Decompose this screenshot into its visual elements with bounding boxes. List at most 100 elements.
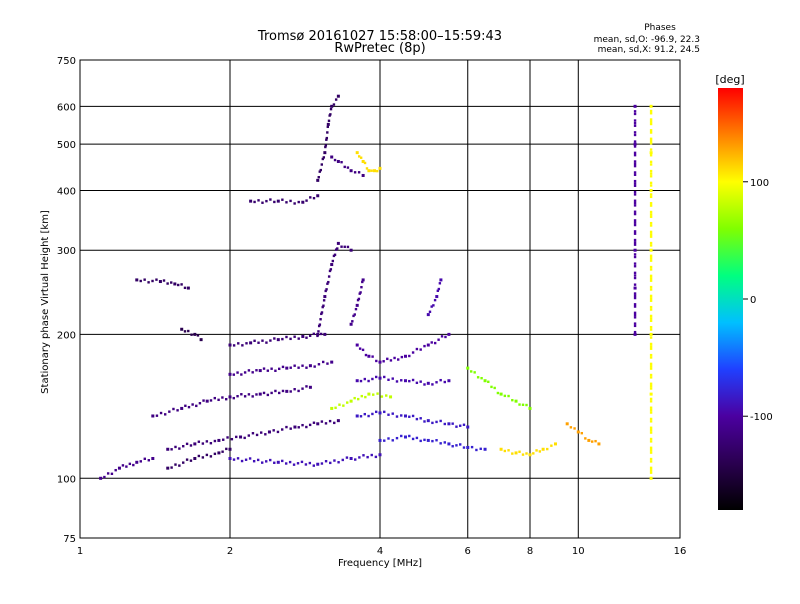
trace-point — [451, 422, 454, 425]
trace-point — [535, 449, 538, 452]
trace-point — [649, 224, 653, 227]
trace-point — [345, 456, 349, 459]
trace-point — [269, 458, 272, 462]
trace-point — [573, 427, 576, 430]
trace-point — [285, 425, 288, 429]
trace-point — [328, 269, 332, 273]
trace-point — [476, 376, 480, 379]
trace-point — [320, 462, 324, 465]
data-point — [316, 332, 320, 336]
trace-point — [297, 366, 300, 369]
trace-point — [256, 458, 260, 462]
trace-point — [232, 373, 235, 376]
trace-point — [265, 341, 268, 344]
trace-point — [209, 399, 213, 402]
trace-point — [371, 412, 374, 416]
trace-point — [411, 437, 415, 441]
trace-point — [649, 328, 653, 331]
trace-point — [289, 390, 292, 393]
trace-point — [189, 459, 193, 462]
trace-point — [281, 389, 285, 393]
trace-point — [649, 265, 653, 269]
trace-point — [177, 283, 180, 287]
trace-point — [393, 356, 396, 360]
data-point — [649, 188, 653, 192]
data-point — [426, 419, 430, 423]
trace-point — [633, 162, 637, 166]
data-point — [349, 248, 353, 252]
trace-point — [438, 282, 442, 285]
trace-point — [385, 394, 388, 397]
trace-point — [321, 360, 325, 364]
colorbar-tick-label: 0 — [750, 295, 756, 306]
trace-point — [319, 318, 322, 321]
trace-point — [649, 367, 653, 370]
trace-point — [367, 379, 370, 383]
trace-point — [430, 305, 433, 308]
trace-point — [187, 329, 190, 333]
trace-point — [189, 444, 193, 447]
trace-point — [649, 230, 653, 234]
trace-point — [633, 140, 637, 143]
trace-point — [507, 449, 510, 452]
trace-point — [353, 171, 357, 174]
data-point — [316, 194, 320, 198]
data-point — [349, 169, 353, 173]
trace-point — [649, 277, 653, 280]
data-point — [466, 366, 470, 370]
trace-point — [270, 391, 273, 395]
trace-point — [649, 353, 653, 357]
trace-point — [649, 471, 653, 474]
data-point — [323, 151, 327, 155]
data-point — [403, 379, 407, 383]
trace-point — [313, 365, 316, 368]
trace-point — [353, 396, 356, 400]
trace-point — [103, 475, 106, 479]
trace-point — [395, 380, 399, 383]
trace-point — [431, 421, 434, 425]
trace-point — [649, 382, 653, 385]
trace-point — [274, 369, 277, 372]
trace-point — [360, 285, 363, 289]
trace-point — [329, 461, 332, 465]
trace-point — [289, 427, 292, 430]
trace-point — [281, 198, 284, 201]
trace-point — [364, 395, 367, 399]
trace-point — [289, 337, 292, 341]
data-point — [228, 456, 232, 460]
data-point — [378, 166, 382, 170]
trace-point — [343, 245, 346, 249]
trace-point — [248, 457, 252, 460]
trace-point — [649, 160, 653, 164]
trace-point — [329, 268, 333, 271]
trace-point — [649, 362, 653, 366]
trace-point — [245, 342, 248, 345]
trace-point — [361, 280, 364, 284]
trace-point — [649, 137, 653, 141]
trace-point — [633, 112, 637, 116]
trace-point — [198, 402, 202, 405]
trace-point — [308, 423, 312, 427]
trace-point — [326, 131, 329, 134]
trace-point — [633, 133, 637, 137]
trace-point — [324, 289, 327, 293]
trace-point — [493, 386, 496, 390]
trace-point — [649, 193, 653, 196]
trace-point — [346, 245, 350, 249]
trace-point — [147, 281, 150, 284]
trace-point — [357, 171, 361, 174]
trace-point — [170, 281, 173, 284]
trace-point — [633, 179, 637, 183]
trace-point — [455, 444, 458, 447]
trace-point — [649, 268, 653, 271]
trace-point — [327, 119, 331, 122]
trace-point — [649, 204, 653, 207]
trace-point — [225, 447, 228, 451]
data-point — [499, 392, 503, 396]
chart-subtitle: RwPretec (8p) — [334, 41, 425, 56]
trace-point — [329, 113, 332, 116]
phases-line-x: mean, sd,X: 91.2, 24.5 — [598, 45, 700, 55]
trace-point — [584, 437, 587, 440]
trace-point — [176, 409, 179, 412]
